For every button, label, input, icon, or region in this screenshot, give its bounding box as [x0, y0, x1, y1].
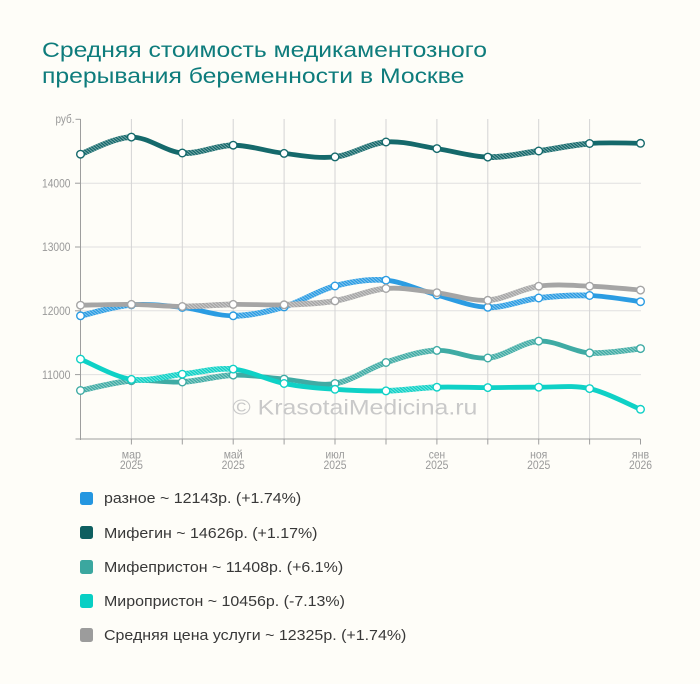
- svg-text:май: май: [224, 448, 243, 462]
- svg-text:2025: 2025: [222, 458, 245, 472]
- svg-text:июл: июл: [326, 448, 345, 462]
- svg-text:янв: янв: [632, 448, 649, 462]
- svg-text:© KrasotaiMedicina.ru: © KrasotaiMedicina.ru: [232, 396, 477, 419]
- svg-text:13000: 13000: [42, 240, 71, 254]
- svg-text:2026: 2026: [629, 458, 652, 472]
- svg-text:2025: 2025: [323, 458, 346, 472]
- svg-text:мар: мар: [122, 448, 141, 462]
- svg-text:14000: 14000: [42, 176, 71, 190]
- svg-text:ноя: ноя: [530, 448, 547, 462]
- svg-text:2025: 2025: [425, 458, 448, 472]
- svg-text:12000: 12000: [42, 304, 71, 318]
- svg-text:сен: сен: [429, 448, 445, 462]
- svg-text:2025: 2025: [120, 458, 143, 472]
- svg-text:2025: 2025: [527, 458, 550, 472]
- svg-text:руб.: руб.: [56, 112, 75, 126]
- svg-text:11000: 11000: [42, 368, 71, 382]
